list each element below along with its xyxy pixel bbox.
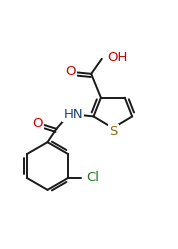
Text: O: O [65,65,76,78]
Text: HN: HN [63,108,83,121]
Text: OH: OH [107,51,127,64]
Text: S: S [109,125,118,138]
Text: Cl: Cl [86,171,99,185]
Text: O: O [32,117,43,130]
